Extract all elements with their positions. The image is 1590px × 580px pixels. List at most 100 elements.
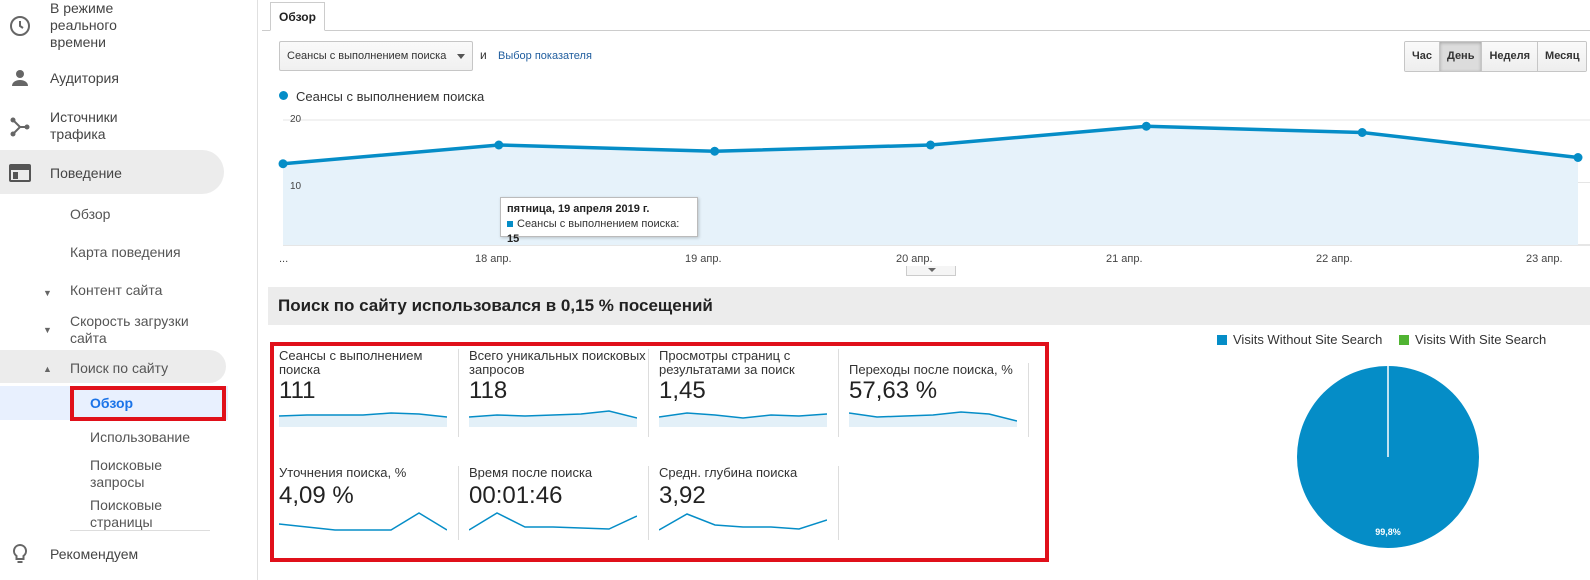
sidebar-item-site-speed[interactable]: Скорость загрузки сайта [70, 313, 189, 346]
metric-label: Всего уникальных поисковых запросов [469, 348, 646, 377]
x-tick-label: 18 апр. [475, 253, 512, 265]
person-icon [12, 70, 28, 86]
metric-card[interactable]: Просмотры страниц с результатами за поис… [659, 349, 847, 427]
collapse-chart-toggle[interactable] [906, 266, 956, 276]
summary-banner-text: Поиск по сайту использовался в 0,15 % по… [278, 296, 713, 315]
data-point[interactable] [494, 140, 504, 150]
data-point[interactable] [1141, 121, 1151, 131]
legend-swatch [1399, 335, 1409, 345]
pick-metric-link[interactable]: Выбор показателя [498, 50, 592, 62]
data-point[interactable] [278, 159, 288, 169]
sidebar-item-label: Поведение [50, 165, 122, 181]
highlight-annotation-box [270, 342, 1049, 562]
metric-card[interactable]: Сеансы с выполнением поиска 111 [279, 349, 467, 427]
sidebar-highlight [0, 150, 224, 194]
metric-card[interactable]: Всего уникальных поисковых запросов 118 [469, 349, 657, 427]
tooltip-value: 15 [507, 233, 520, 245]
collapse-triangle-icon[interactable]: ▼ [43, 288, 52, 298]
metric-select-value: Сеансы с выполнением поиска [287, 50, 447, 62]
metric-value: 118 [469, 377, 508, 404]
sidebar-item-site-search[interactable]: Поиск по сайту [70, 360, 169, 376]
metric-select[interactable]: Сеансы с выполнением поиска [279, 41, 473, 71]
period-hour-button[interactable]: Час [1405, 42, 1439, 71]
chevron-down-icon [457, 54, 465, 59]
sparkline [659, 513, 827, 531]
metric-value: 1,45 [659, 377, 706, 404]
metric-value: 3,92 [659, 482, 706, 509]
x-tick-label: 20 апр. [896, 253, 933, 265]
sidebar-item-behavior[interactable]: Поведение [0, 161, 258, 185]
period-month-button[interactable]: Месяц [1537, 42, 1587, 71]
sidebar-item-site-content[interactable]: Контент сайта [70, 282, 163, 298]
metric-card[interactable]: Время после поиска 00:01:46 [469, 466, 657, 538]
expand-triangle-icon[interactable]: ▲ [43, 364, 52, 374]
sidebar-item-search-pages[interactable]: Поисковые страницы [90, 497, 163, 530]
data-point[interactable] [710, 146, 720, 156]
sidebar-item-label: В режиме реального времени [50, 0, 117, 50]
metric-label: Средн. глубина поиска [659, 465, 798, 480]
collapse-triangle-icon[interactable]: ▼ [43, 325, 52, 335]
metric-card[interactable]: Переходы после поиска, % 57,63 % [849, 349, 1037, 427]
tooltip-series: Сеансы с выполнением поиска: [517, 218, 680, 230]
sidebar-item-behavior-overview[interactable]: Обзор [70, 206, 111, 222]
divider [648, 349, 649, 437]
pie-chart[interactable]: 99,8% [1296, 365, 1480, 549]
metric-label: Время после поиска [469, 465, 593, 480]
divider [838, 466, 839, 540]
divider [458, 349, 459, 437]
sparkline [659, 412, 827, 427]
tab-overview[interactable]: Обзор [270, 2, 325, 31]
clock-icon [10, 16, 30, 36]
sidebar-item-label: Аудитория [50, 70, 119, 86]
legend-swatch [1217, 335, 1227, 345]
period-day-button[interactable]: День [1438, 42, 1482, 71]
data-point[interactable] [1357, 128, 1367, 137]
chevron-down-icon [928, 268, 936, 272]
tooltip-row: Сеансы с выполнением поиска: 15 [507, 217, 691, 247]
x-tick-label: 22 апр. [1316, 253, 1353, 265]
sidebar-item-behavior-map[interactable]: Карта поведения [70, 244, 181, 260]
tooltip-date: пятница, 19 апреля 2019 г. [507, 203, 650, 215]
data-point[interactable] [926, 140, 935, 150]
divider [648, 466, 649, 540]
sparkline [279, 512, 447, 531]
series-marker [507, 221, 513, 228]
sidebar-item-usage[interactable]: Использование [90, 429, 191, 445]
sidebar-item-recommend[interactable]: Рекомендуем [0, 542, 258, 566]
sidebar-item-label: Рекомендуем [50, 546, 139, 562]
sidebar-item-label: Источники трафика [50, 109, 118, 142]
sidebar-item-sources[interactable]: Источники трафика [0, 108, 258, 144]
divider [838, 349, 839, 437]
metric-card[interactable]: Уточнения поиска, % 4,09 % [279, 466, 467, 538]
legend-label: Сеансы с выполнением поиска [296, 89, 485, 104]
sidebar-nav: В режиме реального времени Аудитория Ист… [0, 0, 258, 580]
pie-legend-item: Visits Without Site Search [1217, 332, 1382, 347]
chart-tooltip: пятница, 19 апреля 2019 г. Сеансы с выпо… [500, 197, 698, 245]
metric-value: 57,63 % [849, 377, 938, 404]
sidebar-item-search-overview[interactable]: Обзор [90, 395, 134, 411]
sidebar-item-audience[interactable]: Аудитория [0, 66, 258, 90]
y-tick-label: 10 [290, 181, 302, 192]
divider [70, 530, 210, 531]
metric-card[interactable]: Средн. глубина поиска 3,92 [659, 466, 847, 538]
data-point[interactable] [1573, 153, 1583, 162]
sidebar-item-search-terms[interactable]: Поисковые запросы [90, 457, 163, 490]
highlight-annotation-box [70, 386, 226, 421]
sparkline [279, 412, 447, 427]
pie-legend-label: Visits Without Site Search [1233, 332, 1383, 347]
sidebar-item-realtime[interactable]: В режиме реального времени [0, 0, 258, 52]
divider [458, 466, 459, 540]
metric-value: 00:01:46 [469, 482, 563, 509]
metric-label: Переходы после поиска, % [849, 362, 1013, 377]
legend-marker [279, 91, 288, 100]
x-tick-label: 23 апр. [1526, 253, 1563, 265]
tab-underline [262, 30, 1590, 31]
metric-value: 111 [279, 377, 316, 404]
period-week-button[interactable]: Неделя [1481, 42, 1538, 71]
lightbulb-icon [12, 543, 28, 563]
summary-banner: Поиск по сайту использовался в 0,15 % по… [268, 287, 1590, 325]
x-tick-label: ... [279, 253, 289, 265]
metric-label: Просмотры страниц с результатами за поис… [659, 348, 795, 377]
metric-label: Уточнения поиска, % [279, 465, 407, 480]
